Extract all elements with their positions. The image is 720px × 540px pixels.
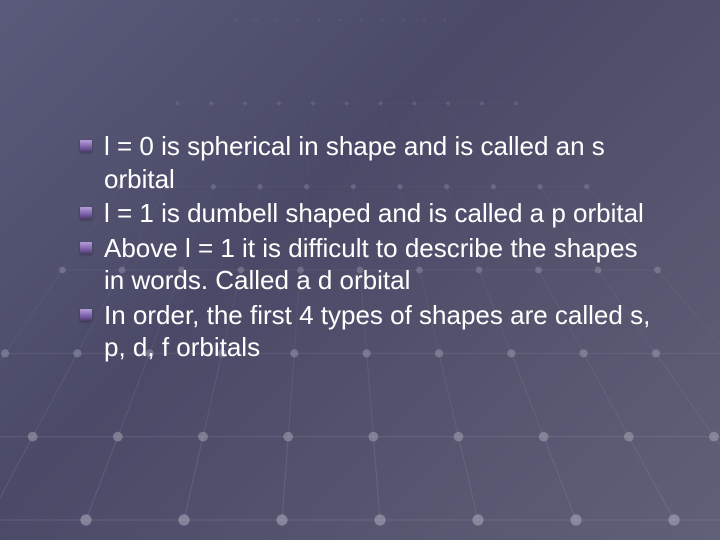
list-item: In order, the first 4 types of shapes ar… xyxy=(80,299,660,364)
bullet-list: l = 0 is spherical in shape and is calle… xyxy=(80,130,660,364)
list-item: l = 0 is spherical in shape and is calle… xyxy=(80,130,660,195)
slide-content: l = 0 is spherical in shape and is calle… xyxy=(0,0,720,364)
list-item: l = 1 is dumbell shaped and is called a … xyxy=(80,197,660,230)
list-item: Above l = 1 it is difficult to describe … xyxy=(80,232,660,297)
